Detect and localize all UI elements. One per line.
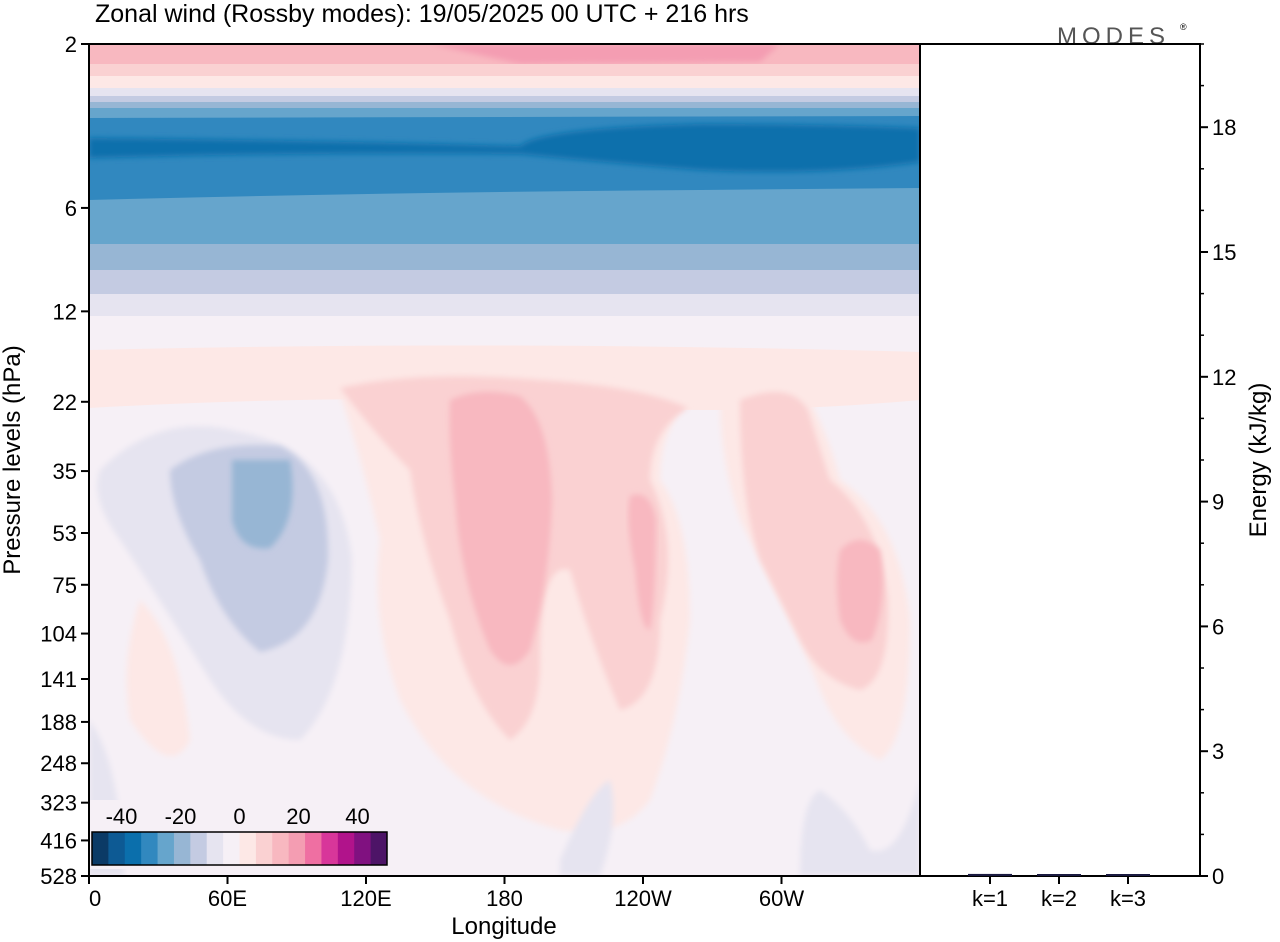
colorbar-swatch [255, 832, 273, 865]
colorbar-tick-label: -40 [106, 804, 138, 829]
colorbar-swatch [190, 832, 208, 865]
y-tick-label: 188 [40, 710, 77, 735]
contour-cell [232, 460, 293, 549]
x-tick-label: 120W [614, 886, 672, 911]
energy-panel-frame [919, 43, 1201, 877]
colorbar-swatch [206, 832, 224, 865]
contour-band [89, 294, 920, 318]
contour-band [89, 88, 920, 98]
energy-y-axis-label: Energy (kJ/kg) [1245, 383, 1272, 538]
contour-band [89, 270, 920, 296]
energy-bars [968, 873, 1150, 876]
energy-y-axis: 0 3 6 9 12 15 18 [1200, 43, 1236, 889]
energy-y-tick-label: 6 [1212, 614, 1224, 639]
y-tick-label: 22 [53, 390, 77, 415]
colorbar-swatch [157, 832, 175, 865]
energy-x-axis: k=1 k=2 k=3 [972, 876, 1146, 911]
colorbar-swatch [239, 832, 257, 865]
energy-x-tick-label: k=2 [1041, 886, 1077, 911]
x-tick-label: 120E [340, 886, 391, 911]
energy-panel: 0 3 6 9 12 15 18 k=1 k=2 k=3 [919, 43, 1236, 911]
chart-title: Zonal wind (Rossby modes): 19/05/2025 00… [95, 0, 749, 28]
y-tick-label: 248 [40, 751, 77, 776]
contour-cell [800, 780, 920, 876]
energy-x-tick-label: k=1 [972, 886, 1008, 911]
y-tick-label: 104 [40, 622, 77, 647]
colorbar-swatch [305, 832, 322, 865]
brand-registered-mark: ® [1180, 22, 1187, 32]
y-tick-label: 2 [65, 32, 77, 57]
energy-bar [1037, 874, 1081, 876]
contour-band [89, 188, 920, 246]
contour-field [89, 44, 920, 876]
energy-bar [968, 873, 1012, 876]
energy-y-tick-label: 9 [1212, 490, 1224, 515]
contour-band [89, 96, 920, 104]
colorbar-swatch [141, 832, 159, 865]
y-tick-label: 416 [40, 828, 77, 853]
energy-y-tick-label: 15 [1212, 240, 1236, 265]
heatmap-x-axis-label: Longitude [451, 913, 556, 940]
colorbar-swatch [108, 832, 126, 865]
contour-cell [126, 600, 190, 756]
contour-band [89, 102, 920, 110]
contour-cell [628, 494, 656, 630]
x-tick-label: 180 [486, 886, 523, 911]
colorbar-swatch [354, 832, 372, 865]
energy-y-tick-label: 3 [1212, 739, 1224, 764]
x-tick-label: 0 [89, 886, 101, 911]
colorbar-swatch [370, 832, 388, 865]
contour-band [430, 44, 780, 64]
contour-cell [837, 540, 883, 643]
colorbar-swatch [321, 832, 339, 865]
colorbar-swatch [173, 832, 191, 865]
colorbar-swatch [337, 832, 355, 865]
y-tick-label: 35 [53, 459, 77, 484]
contour-band [89, 76, 920, 90]
colorbar: -40 -20 0 20 40 [90, 800, 391, 869]
colorbar-swatch [92, 832, 109, 865]
colorbar-frame [91, 831, 388, 866]
y-tick-label: 53 [53, 521, 77, 546]
contour-cell [560, 780, 614, 876]
contour-band [89, 64, 920, 78]
energy-x-tick-label: k=3 [1110, 886, 1146, 911]
contour-band [89, 316, 920, 350]
y-tick-label: 75 [53, 573, 77, 598]
contour-band [89, 124, 920, 172]
heatmap-y-axis-label: Pressure levels (hPa) [0, 345, 26, 574]
x-tick-label: 60E [208, 886, 247, 911]
contour-band [89, 244, 920, 272]
energy-bar [1106, 874, 1150, 876]
colorbar-swatch [272, 832, 290, 865]
y-tick-label: 528 [40, 864, 77, 889]
energy-y-tick-label: 12 [1212, 365, 1236, 390]
heatmap-panel [88, 43, 921, 877]
heatmap-x-axis: 0 60E 120E 180 120W 60W [88, 876, 804, 911]
colorbar-tick-label: 0 [233, 804, 245, 829]
energy-y-tick-label: 18 [1212, 115, 1236, 140]
colorbar-swatch [223, 832, 240, 865]
contour-cell [449, 391, 552, 665]
y-tick-label: 323 [40, 791, 77, 816]
y-tick-label: 6 [65, 196, 77, 221]
heatmap-y-axis: 2 6 12 22 35 53 75 104 141 188 248 323 416 528 [40, 32, 89, 889]
y-tick-label: 141 [40, 667, 77, 692]
y-tick-label: 12 [53, 299, 77, 324]
colorbar-swatch [288, 832, 306, 865]
energy-y-tick-label: 0 [1212, 864, 1224, 889]
colorbar-tick-label: 40 [345, 804, 369, 829]
x-tick-label: 60W [759, 886, 804, 911]
colorbar-tick-label: 20 [286, 804, 310, 829]
colorbar-swatch [124, 832, 142, 865]
colorbar-tick-label: -20 [165, 804, 197, 829]
